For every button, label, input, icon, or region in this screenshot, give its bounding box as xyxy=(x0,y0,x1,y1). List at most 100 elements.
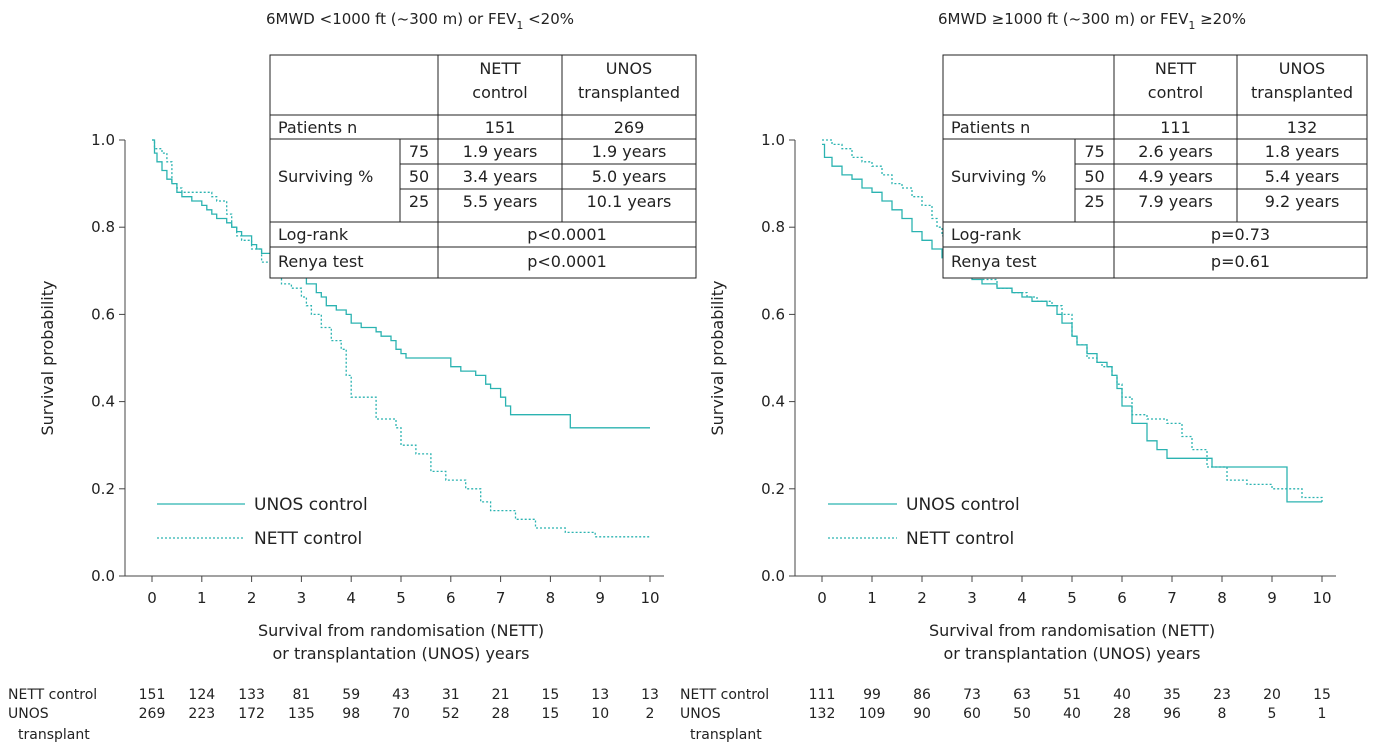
table-surviving-nett: 1.9 years xyxy=(463,142,538,161)
y-tick-label: 0.8 xyxy=(91,218,115,236)
table-surviving-unos: 5.0 years xyxy=(592,167,667,186)
x-tick-label: 8 xyxy=(1217,589,1227,607)
risk-value-nett: 35 xyxy=(1163,687,1181,703)
legend-label-unos-control: UNOS control xyxy=(906,495,1020,515)
table-renya-label: Renya test xyxy=(951,252,1036,271)
risk-value-nett: 133 xyxy=(238,687,265,703)
table-surviving-nett: 5.5 years xyxy=(463,192,538,211)
legend-label-unos-control: UNOS control xyxy=(254,495,368,515)
x-tick-label: 5 xyxy=(1067,589,1077,607)
table-surviving-pct: 25 xyxy=(1084,192,1104,211)
table-surviving-label: Surviving % xyxy=(278,167,373,186)
table-patients-unos: 132 xyxy=(1287,118,1318,137)
survival-curve-unos-control xyxy=(822,143,1322,503)
table-surviving-pct: 75 xyxy=(409,142,429,161)
table-header-control: control xyxy=(1148,83,1203,102)
risk-label-unos: UNOS xyxy=(680,706,721,722)
table-logrank-label: Log-rank xyxy=(278,225,349,244)
y-tick-label: 0.2 xyxy=(761,480,785,498)
panel-title-main: 6MWD <1000 ft (~300 m) or FEV xyxy=(266,10,517,28)
y-tick-label: 0.6 xyxy=(91,305,115,323)
table-header-transplanted: transplanted xyxy=(578,83,680,102)
risk-value-unos: 10 xyxy=(591,706,609,722)
risk-value-unos: 28 xyxy=(1113,706,1131,722)
risk-label-unos-transplant: transplant xyxy=(690,727,762,743)
x-tick-label: 2 xyxy=(247,589,257,607)
panel-title-tail: <20% xyxy=(523,10,574,28)
legend-label-nett-control: NETT control xyxy=(254,529,362,549)
x-tick-label: 6 xyxy=(446,589,456,607)
risk-value-nett: 59 xyxy=(342,687,360,703)
x-tick-label: 4 xyxy=(1017,589,1027,607)
panel-title-main: 6MWD ≥1000 ft (~300 m) or FEV xyxy=(938,10,1189,28)
table-logrank-value: p<0.0001 xyxy=(527,225,607,244)
legend-label-nett-control: NETT control xyxy=(906,529,1014,549)
y-tick-label: 0.6 xyxy=(761,305,785,323)
x-tick-label: 5 xyxy=(396,589,406,607)
x-axis-label-line1: Survival from randomisation (NETT) xyxy=(929,621,1215,640)
x-tick-label: 6 xyxy=(1117,589,1127,607)
x-tick-label: 0 xyxy=(147,589,157,607)
panel-title: 6MWD <1000 ft (~300 m) or FEV1 <20% xyxy=(266,10,574,32)
risk-value-unos: 8 xyxy=(1218,706,1227,722)
table-renya-value: p=0.61 xyxy=(1211,252,1270,271)
risk-value-unos: 172 xyxy=(238,706,265,722)
risk-value-unos: 90 xyxy=(913,706,931,722)
table-surviving-nett: 3.4 years xyxy=(463,167,538,186)
y-tick-label: 0.8 xyxy=(761,218,785,236)
table-surviving-pct: 50 xyxy=(409,167,429,186)
x-tick-label: 10 xyxy=(1312,589,1331,607)
risk-value-unos: 109 xyxy=(859,706,886,722)
risk-value-unos: 70 xyxy=(392,706,410,722)
risk-value-unos: 28 xyxy=(492,706,510,722)
x-tick-label: 3 xyxy=(967,589,977,607)
table-patients-unos: 269 xyxy=(614,118,645,137)
table-header-control: control xyxy=(472,83,527,102)
table-surviving-nett: 4.9 years xyxy=(1138,167,1213,186)
risk-value-nett: 63 xyxy=(1013,687,1031,703)
risk-value-nett: 13 xyxy=(641,687,659,703)
table-surviving-unos: 5.4 years xyxy=(1265,167,1340,186)
table-surviving-pct: 25 xyxy=(409,192,429,211)
panel-2: 6MWD ≥1000 ft (~300 m) or FEV1 ≥20%0.00.… xyxy=(680,10,1368,743)
y-axis-label: Survival probability xyxy=(708,281,727,436)
table-header-transplanted: transplanted xyxy=(1251,83,1353,102)
x-tick-label: 9 xyxy=(1267,589,1277,607)
table-header-unos: UNOS xyxy=(606,59,652,78)
risk-value-unos: 40 xyxy=(1063,706,1081,722)
table-renya-value: p<0.0001 xyxy=(527,252,607,271)
panel-title-subscript: 1 xyxy=(1188,19,1195,32)
risk-value-unos: 50 xyxy=(1013,706,1031,722)
table-surviving-unos: 9.2 years xyxy=(1265,192,1340,211)
table-logrank-value: p=0.73 xyxy=(1211,225,1270,244)
panel-title-tail: ≥20% xyxy=(1195,10,1246,28)
risk-value-nett: 15 xyxy=(1313,687,1331,703)
survival-curve-nett-control xyxy=(822,139,1323,502)
risk-value-nett: 124 xyxy=(188,687,215,703)
risk-value-unos: 5 xyxy=(1268,706,1277,722)
risk-value-nett: 86 xyxy=(913,687,931,703)
table-header-nett: NETT xyxy=(479,59,521,78)
risk-value-unos: 52 xyxy=(442,706,460,722)
table-patients-nett: 111 xyxy=(1160,118,1191,137)
table-patients-nett: 151 xyxy=(485,118,516,137)
risk-value-unos: 269 xyxy=(139,706,166,722)
x-tick-label: 0 xyxy=(817,589,827,607)
x-axis-label-line2: or transplantation (UNOS) years xyxy=(273,644,530,663)
summary-table-frame xyxy=(942,54,1368,279)
panel-title: 6MWD ≥1000 ft (~300 m) or FEV1 ≥20% xyxy=(938,10,1246,32)
risk-label-unos-transplant: transplant xyxy=(18,727,90,743)
panel-title-subscript: 1 xyxy=(516,19,523,32)
y-tick-label: 0.4 xyxy=(761,393,785,411)
survival-curve-nett-control xyxy=(152,139,650,538)
y-tick-label: 0.0 xyxy=(91,567,115,585)
x-tick-label: 4 xyxy=(346,589,356,607)
table-renya-label: Renya test xyxy=(278,252,363,271)
x-tick-label: 7 xyxy=(1167,589,1177,607)
risk-value-unos: 223 xyxy=(188,706,215,722)
table-surviving-unos: 1.8 years xyxy=(1265,142,1340,161)
table-surviving-nett: 7.9 years xyxy=(1138,192,1213,211)
x-tick-label: 9 xyxy=(595,589,605,607)
summary-table-frame xyxy=(269,54,697,279)
